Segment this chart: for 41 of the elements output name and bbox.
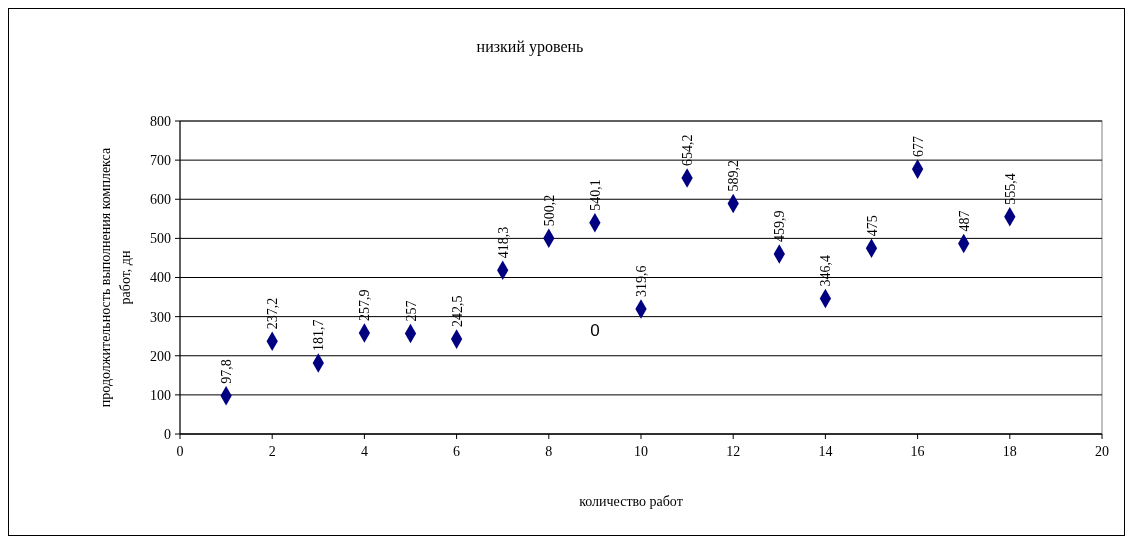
- y-tick-label: 0: [164, 426, 171, 442]
- x-tick-label: 0: [176, 444, 184, 459]
- annotation: 0: [590, 321, 600, 341]
- data-label: 589,2: [726, 159, 742, 192]
- x-tick-label: 16: [910, 444, 925, 459]
- x-tick-label: 8: [545, 444, 553, 459]
- data-label: 257,9: [357, 289, 373, 322]
- x-tick-label: 20: [1095, 444, 1109, 459]
- data-label: 677: [910, 136, 926, 158]
- x-tick-label: 18: [1002, 444, 1017, 459]
- x-tick-label: 12: [726, 444, 741, 459]
- y-tick-label: 200: [150, 348, 171, 364]
- x-tick-label: 10: [634, 444, 648, 459]
- y-tick-label: 500: [150, 231, 171, 247]
- data-label: 97,8: [219, 359, 235, 384]
- x-tick-label: 14: [818, 444, 833, 459]
- y-tick-label: 300: [150, 309, 171, 325]
- data-label: 475: [864, 215, 880, 237]
- data-label: 418,3: [495, 226, 511, 259]
- data-label: 487: [956, 210, 972, 232]
- data-label: 540,1: [587, 179, 603, 211]
- data-label: 459,9: [772, 210, 788, 243]
- data-label: 257: [403, 300, 419, 322]
- y-tick-label: 700: [150, 153, 171, 169]
- y-tick-label: 400: [150, 270, 171, 286]
- y-tick-label: 600: [150, 192, 171, 208]
- data-label: 555,4: [1002, 173, 1018, 205]
- data-label: 500,2: [541, 194, 557, 227]
- data-label: 654,2: [680, 134, 696, 167]
- data-label: 181,7: [311, 319, 327, 351]
- x-axis-title: количество работ: [579, 494, 683, 509]
- y-tick-label: 100: [150, 387, 171, 403]
- y-tick-label: 800: [150, 113, 171, 129]
- x-tick-label: 2: [268, 444, 276, 459]
- x-tick-label: 6: [453, 444, 461, 459]
- data-label: 237,2: [265, 297, 281, 330]
- chart-title: низкий уровень: [476, 38, 584, 56]
- y-axis-title: продолжительность выполнения комплекса работ, дн: [98, 147, 133, 408]
- data-label: 242,5: [449, 295, 465, 328]
- x-tick-label: 4: [360, 444, 368, 459]
- data-label: 346,4: [818, 254, 834, 287]
